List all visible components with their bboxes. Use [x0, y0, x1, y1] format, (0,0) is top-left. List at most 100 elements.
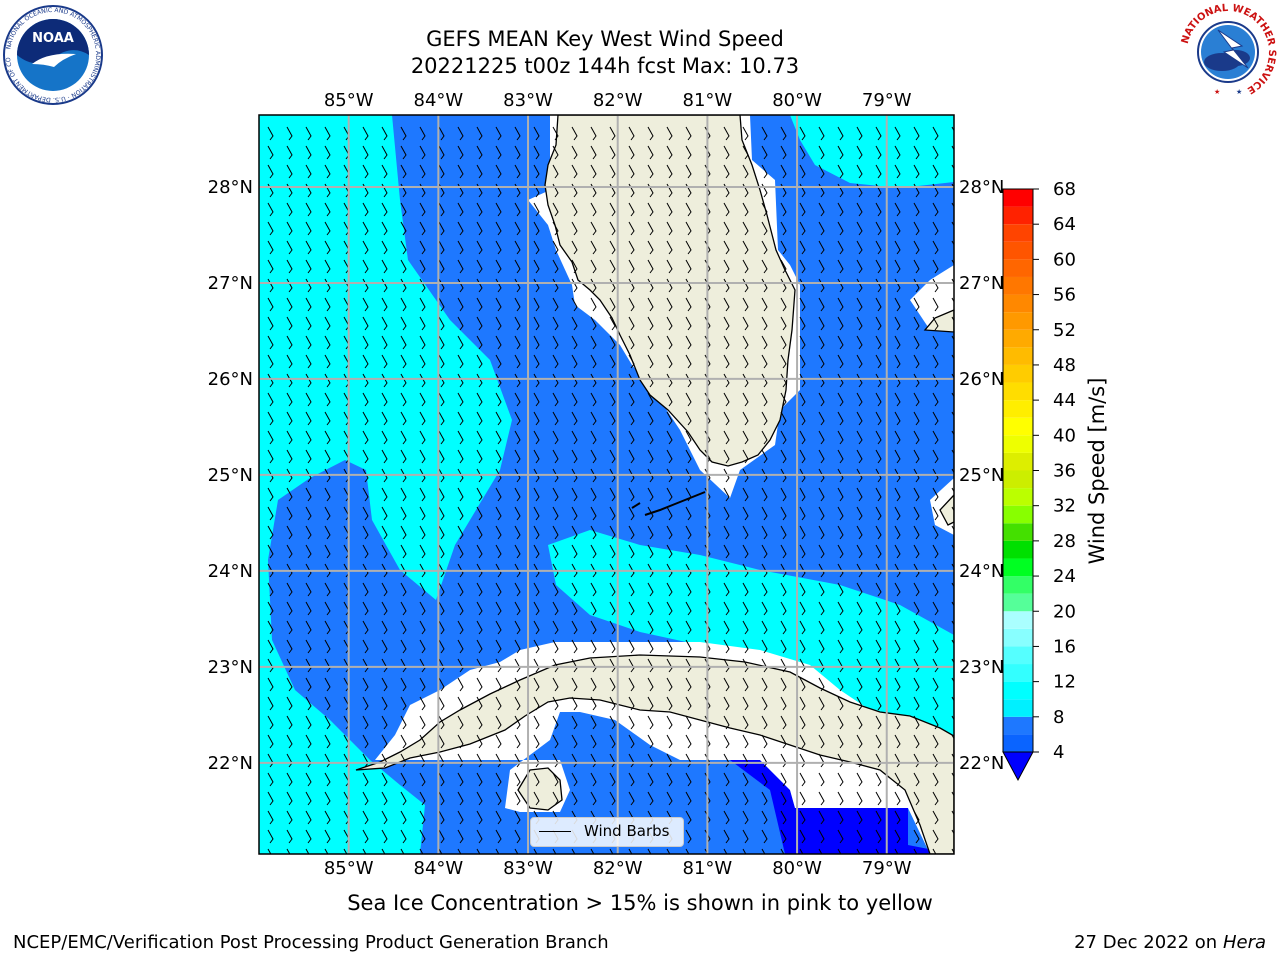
wind-barb — [400, 544, 407, 559]
colorbar-tick-label: 48 — [1053, 355, 1076, 376]
wind-barb — [419, 392, 426, 407]
wind-barb — [742, 715, 749, 730]
wind-barb — [267, 221, 274, 236]
wind-barb — [799, 430, 806, 445]
wind-barb — [894, 563, 901, 578]
wind-barb — [685, 354, 692, 369]
wind-barb — [723, 544, 730, 559]
wind-barb — [818, 715, 825, 730]
wind-barb — [324, 677, 331, 692]
wind-barb — [495, 563, 502, 578]
wind-barb — [324, 506, 331, 521]
wind-barb — [476, 525, 483, 540]
wind-barb — [381, 506, 388, 521]
wind-barb — [742, 734, 749, 749]
wind-barb — [628, 677, 635, 692]
wind-barb — [400, 848, 405, 854]
wind-barb — [837, 468, 844, 483]
wind-barb — [609, 392, 616, 407]
wind-barb — [362, 848, 367, 854]
wind-barb — [552, 221, 559, 236]
wind-barb — [818, 525, 825, 540]
wind-barb — [343, 848, 348, 854]
wind-barb — [381, 354, 388, 369]
wind-barb — [742, 639, 749, 654]
wind-barb — [381, 525, 388, 540]
wind-barb — [571, 164, 578, 179]
wind-barb — [552, 639, 559, 654]
wind-barb — [799, 791, 806, 806]
wind-barb — [837, 696, 844, 711]
wind-barb — [381, 810, 388, 825]
wind-barb — [894, 639, 901, 654]
wind-barb — [381, 164, 388, 179]
wind-barb — [742, 544, 749, 559]
wind-barb — [799, 658, 806, 673]
wind-barb — [514, 164, 521, 179]
wind-barb — [799, 582, 806, 597]
wind-barb — [286, 411, 293, 426]
wind-barb — [400, 373, 407, 388]
wind-barb — [837, 335, 844, 350]
wind-barb — [647, 544, 654, 559]
wind-barb — [875, 563, 882, 578]
wind-barb — [932, 525, 939, 540]
wind-barb — [761, 373, 768, 388]
wind-barb — [780, 335, 787, 350]
wind-barb — [324, 164, 331, 179]
colorbar-segment — [1003, 347, 1033, 365]
wind-barb — [913, 487, 920, 502]
wind-barb — [438, 126, 445, 141]
wind-barb — [419, 354, 426, 369]
wind-barb — [457, 715, 464, 730]
wind-barb — [856, 658, 863, 673]
wind-barb — [913, 506, 920, 521]
wind-barb — [856, 259, 863, 274]
wind-barb — [438, 164, 445, 179]
wind-barb — [324, 620, 331, 635]
wind-barb — [799, 354, 806, 369]
wind-barb — [476, 430, 483, 445]
wind-barb — [362, 449, 369, 464]
wind-barb — [761, 791, 768, 806]
wind-barb — [552, 563, 559, 578]
wind-barb — [609, 316, 616, 331]
wind-barb — [894, 829, 901, 844]
wind-barb — [514, 240, 521, 255]
wind-barb — [913, 468, 920, 483]
wind-barb — [286, 240, 293, 255]
wind-barb — [400, 506, 407, 521]
wind-barb — [609, 772, 616, 787]
lat-tick-label-right: 23°N — [959, 657, 1004, 678]
wind-barb — [818, 354, 825, 369]
wind-barb — [742, 411, 749, 426]
wind-barb — [913, 373, 920, 388]
wind-barb — [685, 411, 692, 426]
wind-barb — [381, 677, 388, 692]
wind-barb — [932, 468, 939, 483]
wind-barb — [286, 487, 293, 502]
wind-barb — [571, 430, 578, 445]
wind-barb — [533, 202, 540, 217]
wind-barb — [400, 563, 407, 578]
wind-barb — [305, 202, 312, 217]
wind-barb — [305, 715, 312, 730]
wind-barb — [875, 430, 882, 445]
wind-barb — [913, 734, 920, 749]
wind-barb — [856, 734, 863, 749]
wind-barb — [533, 373, 540, 388]
wind-barb — [400, 582, 407, 597]
wind-barb — [267, 734, 274, 749]
wind-barb — [685, 658, 692, 673]
wind-barb — [932, 639, 939, 654]
wind-barb — [514, 810, 521, 825]
wind-barb — [267, 335, 274, 350]
wind-barb — [514, 373, 521, 388]
wind-barb — [856, 601, 863, 616]
wind-barb — [571, 620, 578, 635]
wind-barb — [571, 373, 578, 388]
wind-barb — [894, 715, 901, 730]
wind-barb — [723, 297, 730, 312]
wind-barb — [723, 240, 730, 255]
wind-barb — [362, 430, 369, 445]
